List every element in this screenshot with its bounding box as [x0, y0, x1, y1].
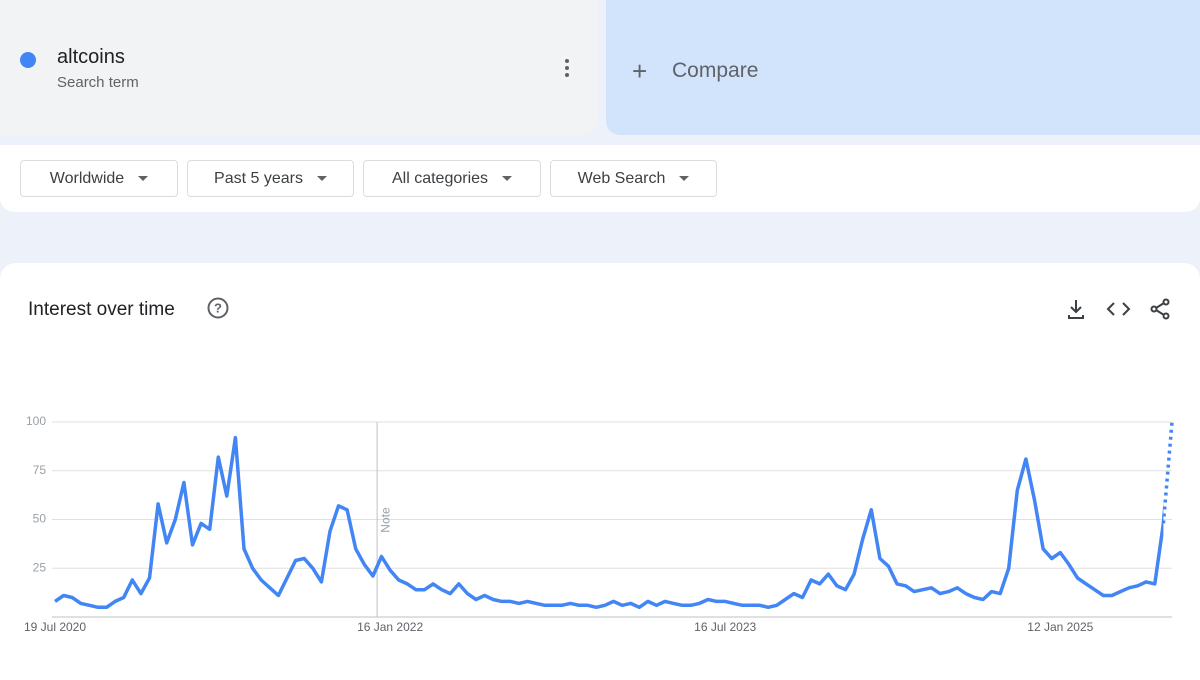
- share-icon[interactable]: [1150, 298, 1170, 320]
- x-tick-label: 16 Jan 2022: [357, 620, 423, 634]
- series-color-dot: [20, 52, 36, 68]
- embed-icon[interactable]: [1106, 302, 1131, 316]
- compare-card[interactable]: [606, 0, 1200, 135]
- search-term-card[interactable]: [0, 0, 597, 135]
- filter-label: Past 5 years: [214, 169, 303, 187]
- download-icon[interactable]: [1068, 300, 1084, 319]
- svg-text:?: ?: [214, 300, 222, 315]
- filter-label: All categories: [391, 169, 489, 187]
- note-label: Note: [378, 507, 392, 533]
- x-tick-label: 12 Jan 2025: [1027, 620, 1093, 634]
- search-term: altcoins: [57, 46, 125, 68]
- filter-dropdown[interactable]: Web Search: [550, 160, 717, 197]
- filter-label: Worldwide: [49, 169, 125, 187]
- help-icon[interactable]: ?: [207, 297, 229, 319]
- chart-card: [0, 263, 1200, 680]
- chart-title: Interest over time: [28, 299, 175, 320]
- y-tick-label: 100: [26, 414, 46, 428]
- y-tick-label: 75: [33, 463, 47, 477]
- x-tick-label: 16 Jul 2023: [694, 620, 756, 634]
- more-menu[interactable]: [560, 58, 574, 80]
- filter-dropdown[interactable]: Past 5 years: [187, 160, 354, 197]
- y-tick-label: 50: [33, 512, 47, 526]
- partial-data-segment: [1161, 421, 1174, 524]
- x-tick-label: 19 Jul 2020: [24, 620, 86, 634]
- plus-icon: +: [632, 56, 648, 86]
- series-line: [54, 435, 1164, 610]
- search-term-type: Search term: [57, 74, 139, 91]
- filter-dropdown[interactable]: Worldwide: [20, 160, 178, 197]
- compare-label: Compare: [672, 59, 759, 82]
- filter-dropdown[interactable]: All categories: [363, 160, 541, 197]
- filter-label: Web Search: [577, 169, 666, 187]
- y-tick-label: 25: [33, 560, 47, 574]
